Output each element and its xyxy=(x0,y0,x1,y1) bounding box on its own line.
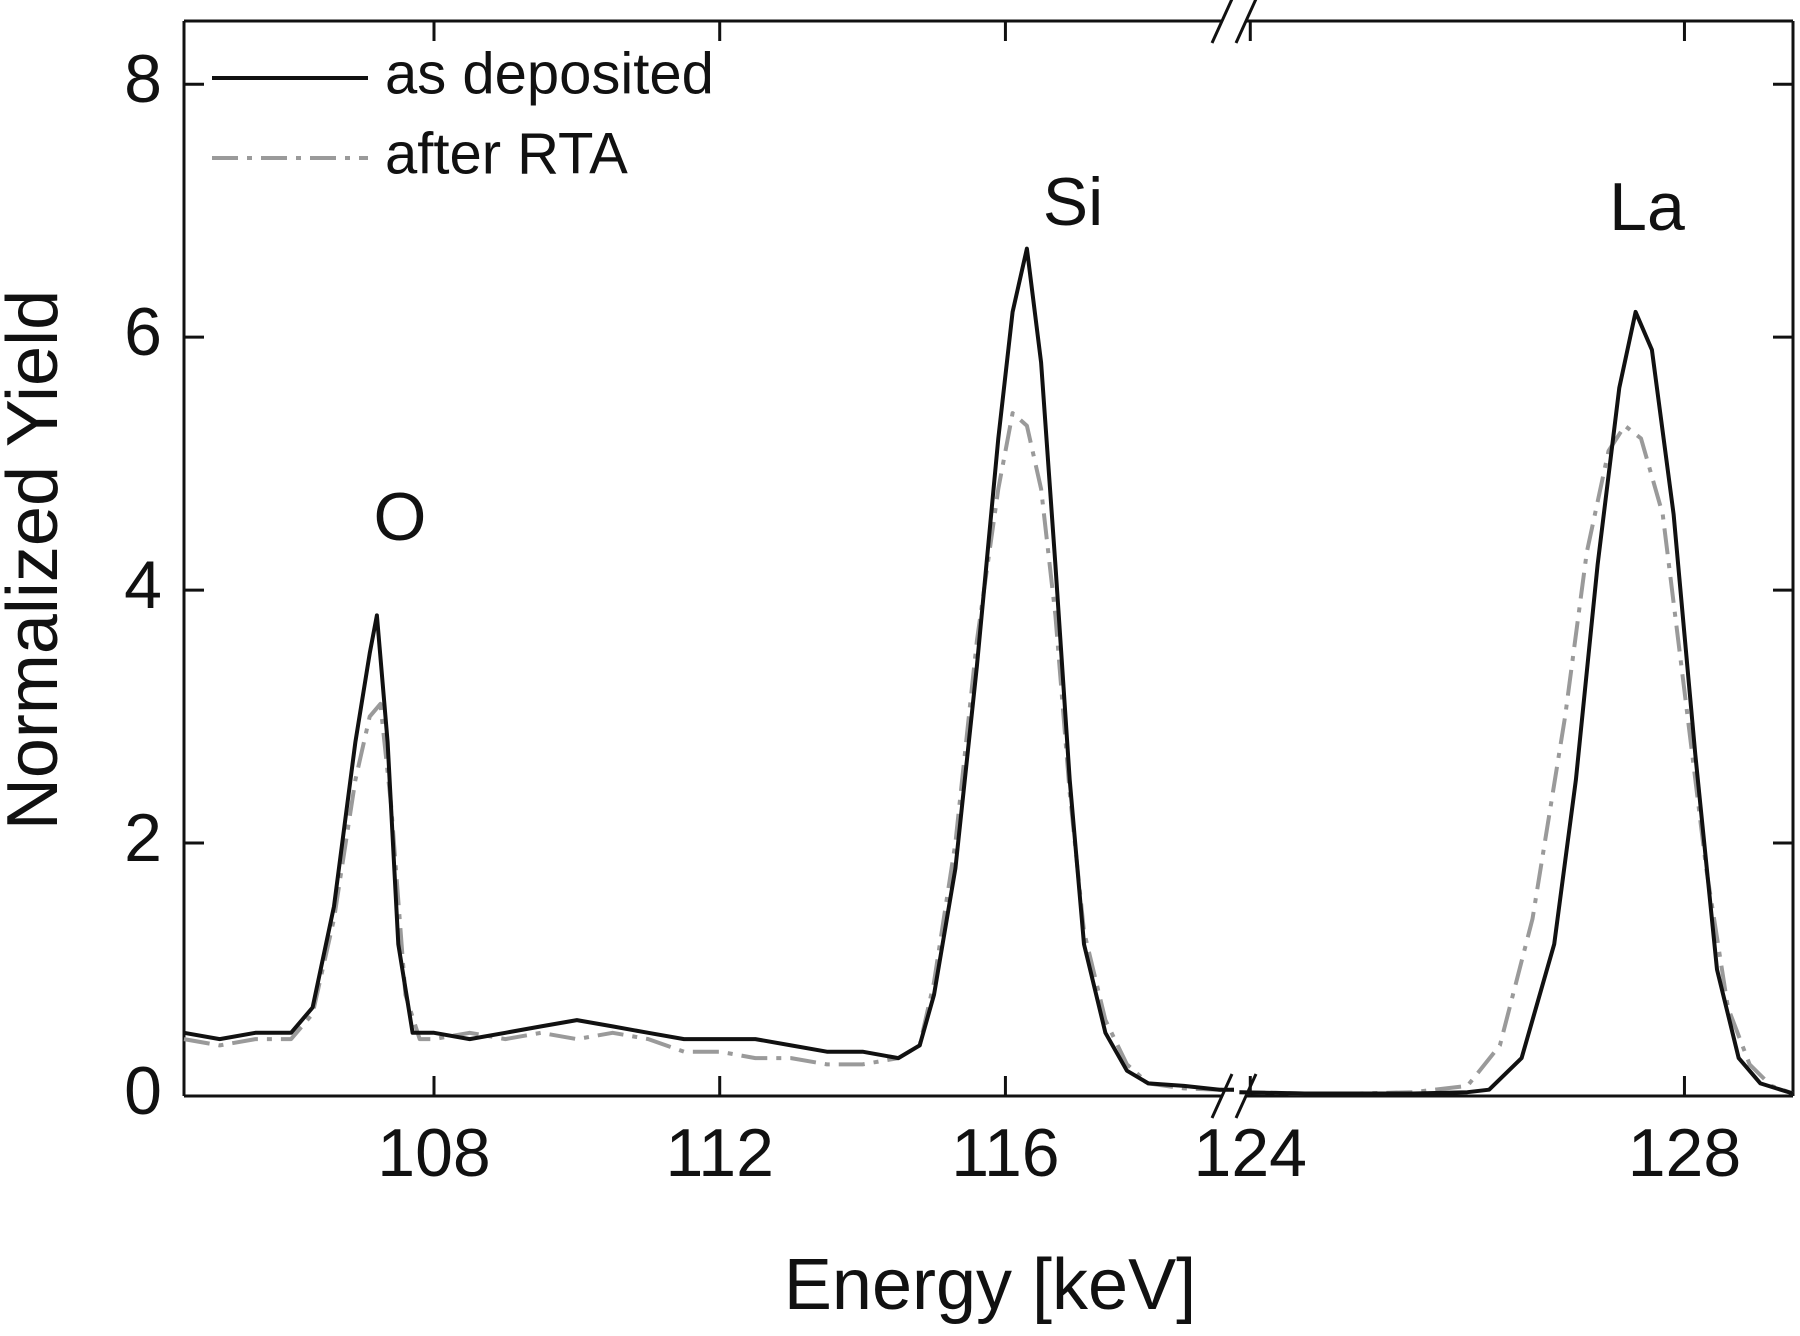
annotation: O xyxy=(374,479,427,555)
y-tick-label: 6 xyxy=(124,294,162,370)
y-tick-label: 0 xyxy=(124,1053,162,1129)
axis-break xyxy=(1210,0,1234,44)
axis-break xyxy=(1234,1073,1258,1119)
x-tick-label: 108 xyxy=(377,1115,490,1191)
y-tick-label: 8 xyxy=(124,41,162,117)
y-tick-label: 4 xyxy=(124,547,162,623)
x-tick-label: 112 xyxy=(666,1115,774,1191)
legend-label: as deposited xyxy=(385,41,714,106)
series-line xyxy=(183,246,1794,1096)
annotation: La xyxy=(1609,169,1685,245)
x-tick-label: 116 xyxy=(951,1115,1059,1191)
legend-label: after RTA xyxy=(385,121,628,186)
x-tick-label: 124 xyxy=(1194,1115,1307,1191)
x-axis-title: Energy [keV] xyxy=(784,1245,1196,1325)
x-tick-label: 128 xyxy=(1628,1115,1741,1191)
axis-break xyxy=(1210,1073,1234,1119)
y-axis-title: Normalized Yield xyxy=(0,290,73,830)
annotation: Si xyxy=(1043,164,1103,240)
y-tick-label: 2 xyxy=(124,800,162,876)
axis-break xyxy=(1234,0,1258,44)
